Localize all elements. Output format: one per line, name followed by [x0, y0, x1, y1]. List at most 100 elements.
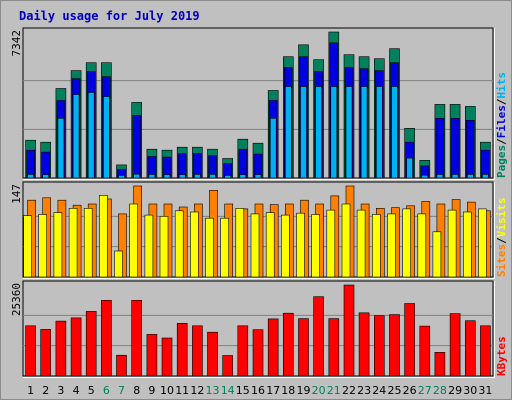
x-tick-label-day-15: 15 — [236, 384, 250, 397]
bar-hits-day-19 — [300, 86, 307, 179]
bar-hits-day-11 — [178, 174, 186, 179]
x-tick-label-day-19: 19 — [297, 384, 311, 397]
bar-visits-day-3 — [53, 212, 63, 278]
bar-visits-day-17 — [265, 212, 275, 278]
bar-hits-day-30 — [466, 174, 474, 179]
bar-files-day-30 — [465, 120, 475, 179]
x-tick-label-day-20: 20 — [312, 384, 326, 397]
bar-hits-day-29 — [451, 174, 459, 179]
bar-kbytes-day-16 — [252, 329, 264, 377]
bar-hits-day-24 — [375, 86, 383, 179]
x-tick-label-day-6: 6 — [103, 384, 110, 397]
x-tick-label-day-7: 7 — [118, 384, 125, 397]
bar-files-day-1 — [26, 149, 35, 179]
bar-hits-day-25 — [391, 86, 398, 179]
legend-entry: Files — [495, 105, 508, 138]
bar-visits-day-13 — [205, 217, 214, 278]
bar-files-day-28 — [435, 118, 445, 179]
bar-kbytes-day-27 — [419, 325, 431, 377]
bar-visits-day-27 — [417, 213, 427, 278]
bar-hits-day-26 — [406, 157, 413, 179]
x-tick-label-day-13: 13 — [206, 384, 220, 397]
legend-entry: Hits — [495, 72, 508, 99]
bar-hits-day-23 — [360, 86, 368, 179]
bar-hits-day-8 — [133, 173, 140, 179]
x-tick-label-day-12: 12 — [190, 384, 204, 397]
bar-visits-day-16 — [250, 213, 260, 278]
bar-visits-day-18 — [280, 214, 290, 278]
bar-visits-day-25 — [387, 213, 396, 278]
legend-entry: Visits — [495, 198, 508, 238]
x-tick-label-day-3: 3 — [57, 384, 64, 397]
legend-entry: KBytes — [495, 336, 508, 376]
bar-hits-day-21 — [330, 86, 338, 179]
x-tick-label-day-28: 28 — [433, 384, 447, 397]
bar-visits-day-6 — [99, 195, 108, 278]
bar-visits-day-11 — [174, 210, 184, 278]
bar-kbytes-day-6 — [101, 299, 112, 377]
bar-kbytes-day-23 — [358, 312, 370, 377]
x-tick-label-day-22: 22 — [342, 384, 356, 397]
x-tick-label-day-5: 5 — [88, 384, 95, 397]
bar-visits-day-23 — [356, 209, 366, 278]
bar-kbytes-day-22 — [343, 284, 355, 377]
x-tick-label-day-25: 25 — [388, 384, 402, 397]
x-tick-label-day-1: 1 — [27, 384, 34, 397]
bar-hits-day-5 — [87, 92, 95, 179]
bar-visits-day-26 — [402, 208, 411, 278]
x-tick-label-day-27: 27 — [418, 384, 432, 397]
bar-hits-day-31 — [482, 174, 489, 179]
bar-kbytes-day-29 — [449, 313, 461, 377]
bar-visits-day-9 — [144, 214, 154, 278]
x-tick-label-day-14: 14 — [221, 384, 235, 397]
bar-visits-day-12 — [190, 211, 199, 278]
bar-hits-day-12 — [194, 174, 201, 179]
legend-entry: / — [495, 138, 508, 145]
bar-visits-day-20 — [311, 214, 320, 278]
bar-kbytes-day-18 — [282, 312, 294, 377]
x-tick-label-day-4: 4 — [73, 384, 80, 397]
bar-hits-day-2 — [42, 174, 50, 179]
x-tick-label-day-8: 8 — [133, 384, 140, 397]
bar-visits-day-7 — [114, 250, 123, 278]
bar-kbytes-day-10 — [161, 337, 173, 377]
bar-hits-day-13 — [209, 174, 216, 179]
bar-visits-day-24 — [371, 214, 381, 278]
legend-entry: Pages — [495, 145, 508, 178]
bar-kbytes-day-13 — [207, 331, 218, 377]
legend-visits-sites: Sites/Visits — [495, 198, 508, 278]
bar-hits-day-6 — [103, 96, 110, 179]
bar-kbytes-day-24 — [373, 315, 385, 377]
bar-visits-day-10 — [159, 216, 169, 278]
ymax-label-visits-sites: 147 — [10, 184, 23, 204]
bar-files-day-29 — [450, 118, 460, 179]
bar-hits-day-22 — [345, 86, 353, 179]
bar-visits-day-28 — [432, 231, 442, 278]
bar-kbytes-day-1 — [25, 325, 36, 377]
x-tick-label-day-9: 9 — [148, 384, 155, 397]
x-tick-label-day-18: 18 — [281, 384, 295, 397]
bar-files-day-2 — [41, 151, 51, 179]
bar-visits-day-30 — [462, 211, 472, 278]
x-tick-label-day-30: 30 — [463, 384, 477, 397]
bar-kbytes-day-21 — [328, 318, 340, 377]
bar-kbytes-day-4 — [70, 317, 82, 377]
x-tick-label-day-31: 31 — [478, 384, 492, 397]
x-tick-label-day-2: 2 — [42, 384, 49, 397]
chart-title: Daily usage for July 2019 — [19, 9, 200, 23]
legend-entry: Sites — [495, 244, 508, 277]
legend-hits-files-pages: Pages/Files/Hits — [495, 72, 508, 178]
ymax-label-hits-files-pages: 7342 — [10, 30, 23, 57]
bar-hits-day-28 — [436, 174, 444, 179]
bar-hits-day-27 — [421, 174, 429, 179]
bar-kbytes-day-8 — [131, 299, 142, 377]
x-tick-label-day-26: 26 — [403, 384, 417, 397]
bar-hits-day-3 — [57, 118, 65, 179]
x-tick-label-day-16: 16 — [251, 384, 265, 397]
legend-entry: / — [495, 237, 508, 244]
bar-visits-day-4 — [68, 208, 78, 278]
x-tick-label-day-23: 23 — [357, 384, 371, 397]
bar-hits-day-15 — [239, 174, 247, 179]
